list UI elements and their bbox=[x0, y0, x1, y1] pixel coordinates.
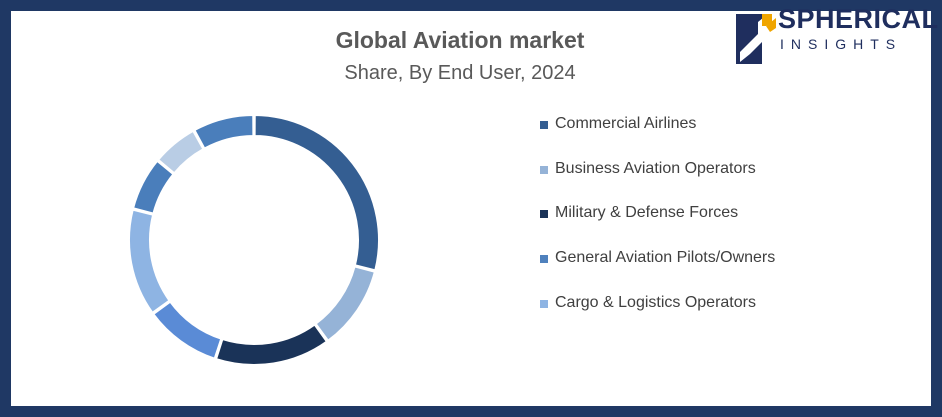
legend-label: Cargo & Logistics Operators bbox=[555, 294, 756, 311]
logo-word-spherical: SPHERICAL bbox=[778, 4, 939, 34]
logo-word-insights: INSIGHTS bbox=[780, 36, 903, 52]
donut-slice-7 bbox=[193, 113, 255, 150]
donut-slice-5 bbox=[131, 159, 175, 215]
chart-frame bbox=[11, 11, 931, 406]
legend-label: Commercial Airlines bbox=[555, 115, 697, 132]
legend-swatch bbox=[540, 121, 548, 129]
chart-subtitle: Share, By End User, 2024 bbox=[344, 62, 576, 84]
legend-swatch bbox=[540, 255, 548, 263]
donut-slice-2 bbox=[214, 323, 329, 366]
legend-swatch bbox=[540, 166, 548, 174]
donut-slice-6 bbox=[156, 129, 205, 175]
legend-label: Business Aviation Operators bbox=[555, 160, 756, 177]
donut-slice-1 bbox=[314, 265, 377, 343]
chart-title: Global Aviation market bbox=[335, 27, 585, 53]
legend-label: Military & Defense Forces bbox=[555, 204, 739, 221]
brand-logo: SPHERICAL INSIGHTS bbox=[726, 4, 938, 64]
legend-swatch bbox=[540, 210, 548, 218]
donut-slice-0 bbox=[253, 113, 380, 272]
logo-mark-icon bbox=[736, 12, 776, 64]
donut-slice-3 bbox=[151, 300, 223, 360]
legend-label: General Aviation Pilots/Owners bbox=[555, 249, 776, 266]
donut-slice-4 bbox=[128, 208, 171, 315]
legend-swatch bbox=[540, 300, 548, 308]
